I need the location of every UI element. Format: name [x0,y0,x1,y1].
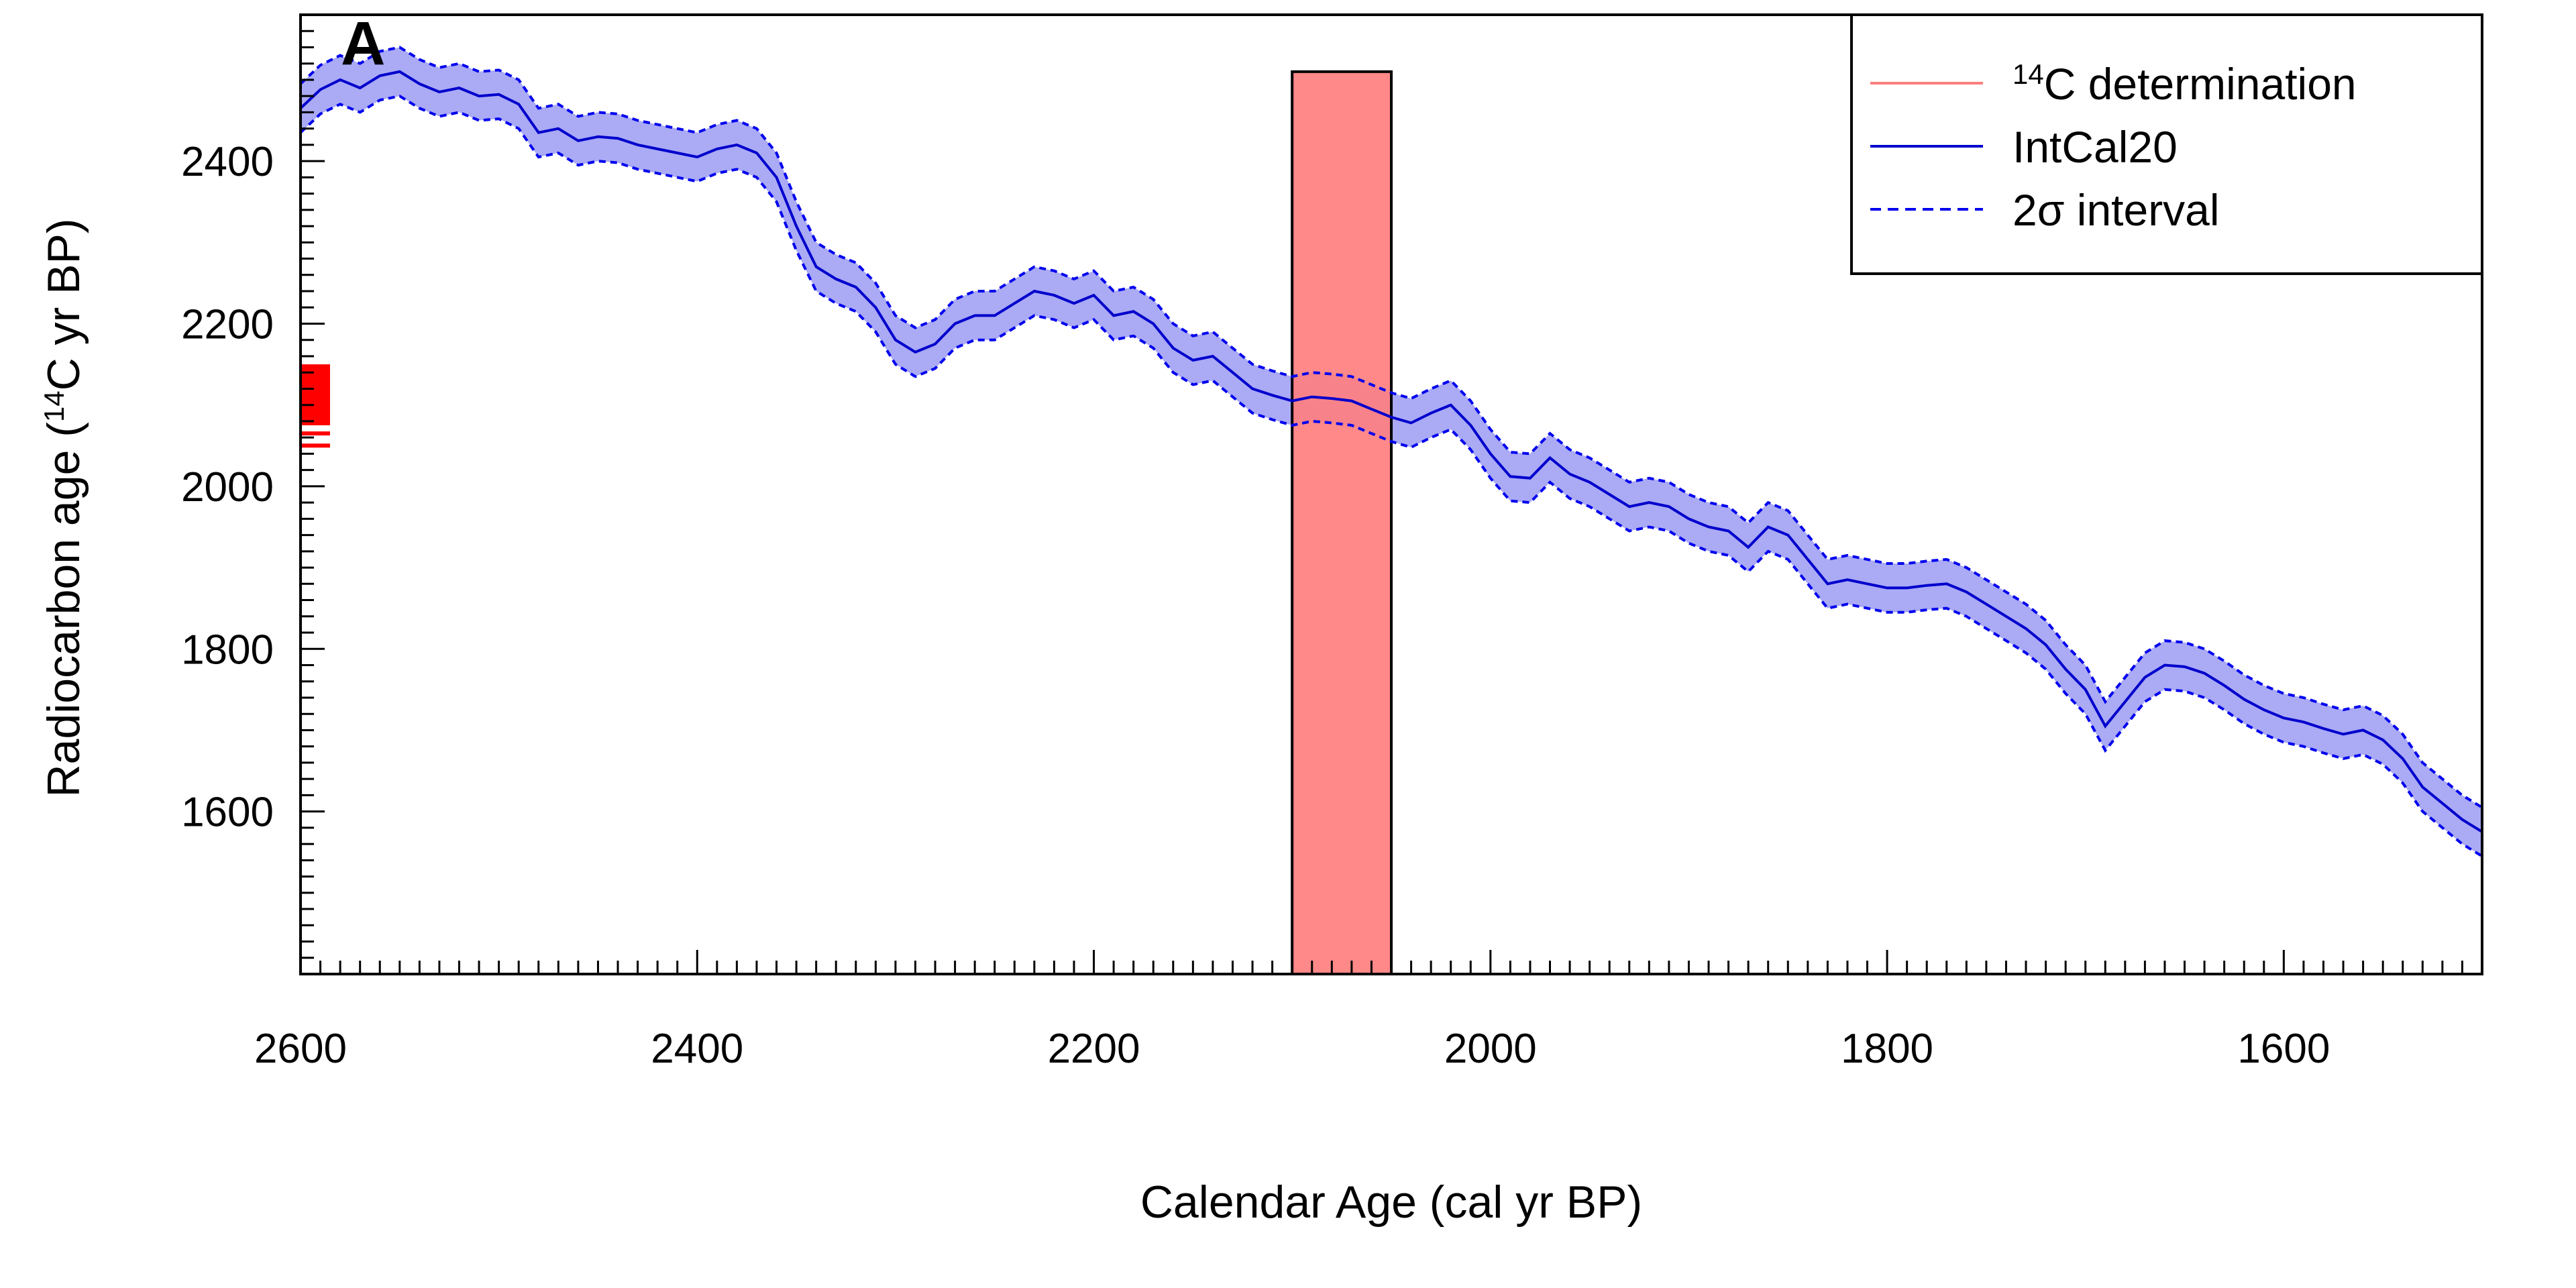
y-axis-title-suffix: C yr BP) [38,218,89,390]
panel-label: A [341,9,385,78]
y-axis-title: Radiocarbon age (14C yr BP) [38,218,90,797]
y-tick-label: 1800 [181,627,274,673]
x-tick-label: 2600 [254,1026,347,1072]
legend-label-text: C determination [2044,59,2357,109]
determination-rect [1291,70,1393,975]
legend-label-2sigma: 2σ interval [2012,185,2220,235]
legend: 14C determination IntCal20 2σ interval [1850,13,2483,275]
y-tick-label: 2200 [181,302,274,348]
series-line-layer [299,46,2483,858]
legend-label-determination: 14C determination [2012,58,2357,109]
y-tick-label: 1600 [181,790,274,836]
y-tick-label: 2400 [181,139,274,185]
y-axis-mark-layer [301,364,330,448]
tick-labels-layer: 2600 2400 2200 2000 1800 1600 1600 1800 2000 2200… [181,139,2330,1072]
legend-box [1850,13,2483,275]
ticks-layer [299,13,2483,975]
x-tick-label: 2200 [1048,1026,1140,1072]
y-axis-title-prefix: Radiocarbon age ( [38,422,89,798]
y-axis-mark-bar [301,364,330,425]
upper-2sigma-line [299,46,2483,809]
legend-label-intcal20: IntCal20 [2012,122,2178,172]
legend-label-superscript: 14 [2012,58,2044,90]
x-tick-label: 2000 [1444,1026,1537,1072]
y-axis-title-superscript: 14 [38,390,70,422]
lower-2sigma-line [299,95,2483,858]
x-tick-label: 1800 [1841,1026,1933,1072]
x-tick-label: 1600 [2237,1026,2330,1072]
y-tick-label: 2000 [181,464,274,511]
x-axis-title: Calendar Age (cal yr BP) [1140,1177,1642,1228]
determination-layer [1291,70,1393,975]
x-tick-label: 2400 [651,1026,743,1072]
intcal20-line [299,70,2483,833]
